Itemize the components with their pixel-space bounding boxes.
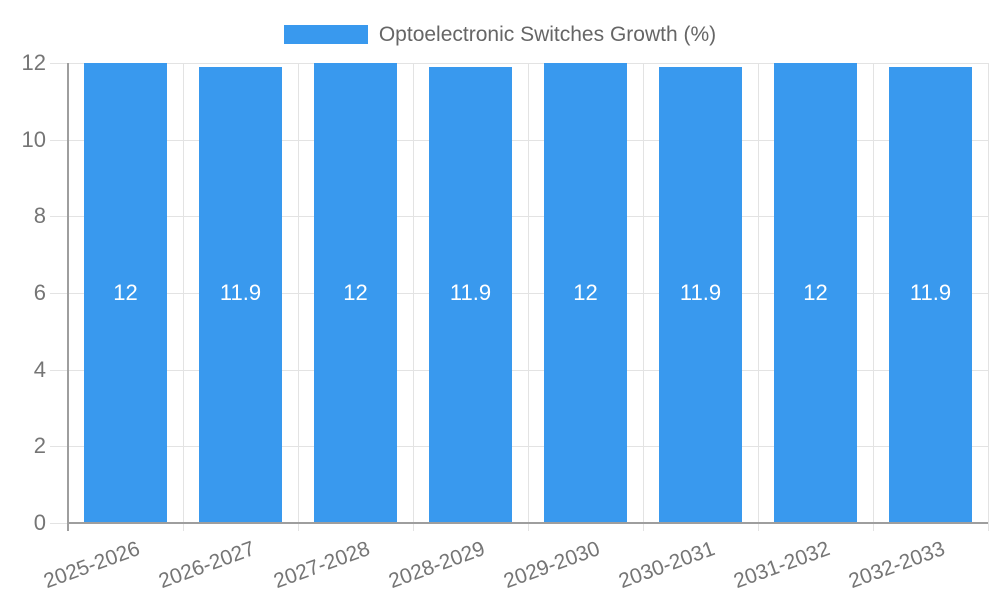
y-tick-mark	[50, 140, 68, 141]
x-tick-mark	[643, 523, 644, 531]
y-tick-label: 12	[21, 50, 46, 75]
y-axis-line	[67, 63, 69, 531]
bar-value-label: 12	[343, 280, 368, 305]
y-tick-mark	[50, 293, 68, 294]
y-tick-label: 4	[33, 357, 46, 382]
x-tick-label: 2026-2027	[155, 537, 259, 594]
bar: 11.9	[429, 67, 512, 523]
v-gridline	[413, 63, 414, 523]
x-tick-mark	[873, 523, 874, 531]
x-tick-mark	[298, 523, 299, 531]
v-gridline	[298, 63, 299, 523]
x-tick-label: 2032-2033	[845, 537, 949, 594]
x-tick-label: 2025-2026	[40, 537, 144, 594]
y-tick-label: 10	[21, 127, 46, 152]
bar: 11.9	[889, 67, 972, 523]
v-gridline	[988, 63, 989, 523]
legend-label: Optoelectronic Switches Growth (%)	[378, 22, 717, 46]
v-gridline	[183, 63, 184, 523]
bar: 12	[84, 63, 167, 523]
legend-item[interactable]: Optoelectronic Switches Growth (%)	[283, 22, 717, 46]
v-gridline	[528, 63, 529, 523]
y-tick-label: 0	[33, 510, 46, 535]
x-axis-line	[68, 522, 988, 524]
bar-value-label: 11.9	[909, 280, 952, 305]
x-tick-mark	[758, 523, 759, 531]
x-tick-mark	[183, 523, 184, 531]
legend-swatch	[283, 24, 368, 44]
bar: 11.9	[199, 67, 282, 523]
y-tick-mark	[50, 523, 68, 524]
legend: Optoelectronic Switches Growth (%)	[0, 18, 1000, 50]
bar-value-label: 11.9	[219, 280, 262, 305]
x-tick-label: 2028-2029	[385, 537, 489, 594]
bar: 11.9	[659, 67, 742, 523]
y-tick-label: 6	[33, 280, 46, 305]
y-tick-mark	[50, 216, 68, 217]
x-tick-label: 2027-2028	[270, 537, 374, 594]
x-tick-mark	[413, 523, 414, 531]
x-tick-label: 2030-2031	[615, 537, 719, 594]
x-tick-label: 2031-2032	[730, 537, 834, 594]
y-tick-mark	[50, 446, 68, 447]
v-gridline	[758, 63, 759, 523]
x-tick-mark	[988, 523, 989, 531]
x-tick-mark	[528, 523, 529, 531]
y-tick-label: 2	[33, 433, 46, 458]
v-gridline	[873, 63, 874, 523]
bar: 12	[774, 63, 857, 523]
y-tick-mark	[50, 63, 68, 64]
bar: 12	[314, 63, 397, 523]
x-tick-label: 2029-2030	[500, 537, 604, 594]
bar-value-label: 11.9	[449, 280, 492, 305]
bar-value-label: 12	[573, 280, 598, 305]
y-tick-label: 8	[33, 203, 46, 228]
bar-value-label: 11.9	[679, 280, 722, 305]
bar-value-label: 12	[113, 280, 138, 305]
y-tick-mark	[50, 370, 68, 371]
v-gridline	[643, 63, 644, 523]
bar: 12	[544, 63, 627, 523]
bar-value-label: 12	[803, 280, 828, 305]
